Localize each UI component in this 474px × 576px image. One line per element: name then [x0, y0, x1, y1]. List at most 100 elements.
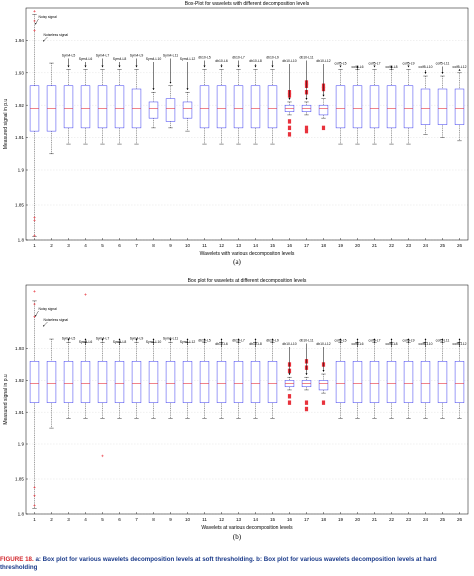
annotation-arrow	[42, 36, 48, 42]
box-item	[216, 69, 227, 145]
x-tick-label: 20	[355, 517, 361, 522]
iqr-box	[437, 88, 448, 125]
outlier-marker	[287, 394, 292, 399]
outlier-point	[287, 119, 292, 124]
subcaption-a: (a)	[233, 258, 241, 266]
box-item	[454, 342, 465, 419]
x-tick-label: 8	[152, 517, 155, 522]
iqr-box	[318, 104, 329, 116]
outlier-point	[287, 132, 292, 137]
box-item	[301, 101, 312, 116]
annotation-label: db10-L9	[266, 56, 279, 60]
annotation-label: db10-L8	[249, 59, 262, 63]
outlier-point	[33, 494, 36, 497]
x-tick-label: 6	[118, 243, 121, 248]
iqr-box	[29, 361, 40, 403]
box-item	[233, 342, 244, 419]
outlier-point	[33, 290, 36, 293]
annotation-label: coif5-L7	[368, 62, 380, 66]
annotation-label: db10-L10	[282, 342, 296, 346]
annotation-label: Sym4-L10	[146, 57, 162, 61]
outlier-marker	[287, 132, 292, 137]
outlier-point	[33, 315, 36, 318]
iqr-box	[420, 361, 431, 403]
x-tick-label: 17	[304, 243, 310, 248]
iqr-box	[46, 361, 57, 403]
iqr-box	[403, 361, 414, 403]
annotation-label: db10-L11	[299, 56, 313, 60]
iqr-box	[233, 361, 244, 403]
annotation-label: db10-L12	[316, 342, 330, 346]
iqr-box	[216, 361, 227, 403]
iqr-box	[199, 361, 210, 403]
outlier-point	[321, 400, 326, 405]
iqr-box	[335, 85, 346, 129]
box-item	[318, 98, 329, 119]
boxplot-b: Box plot for wavelets at different decom…	[3, 278, 469, 531]
box-item	[131, 342, 142, 419]
plot-frame	[25, 7, 469, 241]
x-tick-label: 18	[321, 243, 327, 248]
iqr-box	[352, 85, 363, 129]
iqr-box	[148, 101, 159, 119]
x-tick-label: 9	[169, 243, 172, 248]
boxplot-a-container: Box-Plot for wavelets with different dec…	[0, 0, 474, 258]
y-tick-label: 1.9	[18, 168, 25, 173]
x-tick-label: 18	[321, 517, 327, 522]
x-tick-label: 14	[253, 517, 259, 522]
box-item	[267, 342, 278, 419]
annotation-label: db10-L5	[198, 56, 211, 60]
iqr-box	[454, 361, 465, 403]
x-tick-label: 24	[423, 243, 429, 248]
iqr-box	[454, 88, 465, 125]
annotation-label: coif5-L10	[419, 65, 433, 69]
caption-label: FIGURE 18.	[0, 556, 34, 563]
iqr-box	[267, 361, 278, 403]
box-item	[284, 377, 295, 391]
annotation-label: Sym4-L7	[96, 54, 110, 58]
y-tick-label: 1.92	[15, 103, 24, 108]
x-tick-label: 10	[185, 243, 191, 248]
boxplot-a: Box-Plot for wavelets with different dec…	[3, 1, 469, 257]
annotation-label: db10-L7	[232, 56, 245, 60]
x-tick-label: 19	[338, 517, 344, 522]
y-tick-label: 1.8	[18, 512, 25, 517]
box-item	[250, 69, 261, 145]
x-tick-label: 25	[440, 517, 446, 522]
x-tick-label: 17	[304, 517, 310, 522]
iqr-box	[403, 85, 414, 129]
x-tick-label: 16	[287, 517, 293, 522]
x-tick-label: 16	[287, 243, 293, 248]
outlier-point	[33, 29, 36, 32]
annotation-arrow	[42, 321, 48, 327]
y-axis-label: Measured signal in p.u	[3, 374, 9, 425]
x-tick-label: 6	[118, 517, 121, 522]
iqr-box	[63, 85, 74, 129]
x-tick-label: 11	[202, 517, 207, 522]
annotation-label: coif5-L9	[402, 62, 414, 66]
y-tick-label: 1.85	[15, 203, 24, 208]
box-item	[80, 69, 91, 145]
box-item	[420, 75, 431, 135]
iqr-box	[182, 361, 193, 403]
x-tick-label: 5	[101, 517, 104, 522]
iqr-box	[148, 361, 159, 403]
box-item	[199, 342, 210, 419]
box-item	[97, 342, 108, 419]
box-item	[29, 14, 40, 237]
y-tick-label: 1.94	[15, 38, 24, 43]
box-item	[46, 62, 57, 155]
outlier-marker	[304, 406, 309, 412]
box-item	[352, 69, 363, 145]
box-item	[335, 342, 346, 419]
iqr-box	[182, 101, 193, 119]
chart-title: Box plot for wavelets at different decom…	[188, 278, 307, 284]
outlier-marker	[287, 119, 292, 124]
x-tick-label: 21	[372, 243, 378, 248]
box-item	[80, 342, 91, 419]
figure-caption: FIGURE 18. a: Box plot for various wavel…	[0, 556, 474, 571]
iqr-box	[165, 98, 176, 122]
box-item	[369, 342, 380, 419]
outlier-marker	[321, 125, 326, 131]
x-tick-label: 7	[135, 517, 138, 522]
